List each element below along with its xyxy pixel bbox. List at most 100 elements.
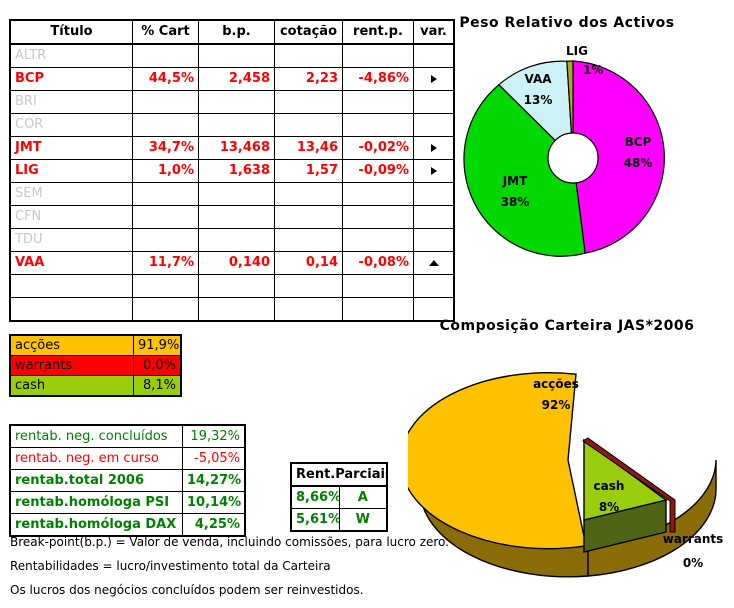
cell-percent-cart[interactable] <box>132 297 199 322</box>
pie-slice-accoes[interactable] <box>408 371 587 550</box>
cell-cotacao[interactable]: 1,57 <box>274 159 343 183</box>
column-header-bp[interactable]: b.p. <box>198 19 275 45</box>
cell-rent-p[interactable]: -4,86% <box>342 67 414 91</box>
cell-percent-cart[interactable] <box>132 182 199 206</box>
cell-symbol[interactable] <box>9 297 133 322</box>
table-row[interactable]: CFN <box>9 205 455 229</box>
column-header-var[interactable]: var. <box>413 19 455 45</box>
cell-break-point[interactable] <box>198 228 275 252</box>
returns-row[interactable]: rentab. neg. concluídos 19,32% <box>9 424 246 448</box>
cell-cotacao[interactable]: 0,14 <box>274 251 343 275</box>
cell-cotacao[interactable] <box>274 297 343 322</box>
holdings-table[interactable]: Título % Cart b.p. cotação rent.p. var. … <box>9 19 455 322</box>
cell-rent-p[interactable] <box>342 90 414 114</box>
column-header-titulo[interactable]: Título <box>9 19 133 45</box>
cell-break-point[interactable] <box>198 182 275 206</box>
cell-var[interactable] <box>413 274 455 298</box>
returns-table[interactable]: rentab. neg. concluídos 19,32% rentab. neg… <box>9 424 246 537</box>
cell-percent-cart[interactable] <box>132 205 199 229</box>
cell-percent-cart[interactable]: 11,7% <box>132 251 199 275</box>
cell-break-point[interactable]: 2,458 <box>198 67 275 91</box>
table-row[interactable]: JMT 34,7% 13,468 13,46 -0,02% <box>9 136 455 160</box>
cell-rent-p[interactable] <box>342 113 414 137</box>
cell-symbol[interactable]: ALTR <box>9 43 133 68</box>
cell-var[interactable] <box>413 205 455 229</box>
cell-percent-cart[interactable]: 1,0% <box>132 159 199 183</box>
composition-row[interactable]: cash 8,1% <box>9 375 182 397</box>
cell-rent-p[interactable] <box>342 274 414 298</box>
pie-slice-warrants[interactable] <box>582 437 676 533</box>
cell-symbol[interactable]: CFN <box>9 205 133 229</box>
cell-var[interactable] <box>413 228 455 252</box>
cell-var[interactable] <box>413 251 455 275</box>
cell-rent-p[interactable] <box>342 43 414 68</box>
cell-var[interactable] <box>413 67 455 91</box>
cell-percent-cart[interactable] <box>132 43 199 68</box>
returns-row[interactable]: rentab.homóloga PSI 10,14% <box>9 491 246 514</box>
cell-rent-p[interactable]: -0,02% <box>342 136 414 160</box>
cell-symbol[interactable] <box>9 274 133 298</box>
cell-break-point[interactable] <box>198 297 275 322</box>
donut-slice-vaa[interactable] <box>498 60 574 160</box>
cell-symbol[interactable]: BRI <box>9 90 133 114</box>
returns-row[interactable]: rentab. neg. em curso -5,05% <box>9 447 246 470</box>
cell-percent-cart[interactable] <box>132 274 199 298</box>
cell-break-point[interactable]: 1,638 <box>198 159 275 183</box>
cell-cotacao[interactable] <box>274 205 343 229</box>
cell-break-point[interactable] <box>198 205 275 229</box>
cell-rent-p[interactable] <box>342 182 414 206</box>
cell-symbol[interactable]: COR <box>9 113 133 137</box>
cell-rent-p[interactable] <box>342 205 414 229</box>
table-row[interactable]: BCP 44,5% 2,458 2,23 -4,86% <box>9 67 455 91</box>
cell-cotacao[interactable] <box>274 228 343 252</box>
cell-symbol[interactable]: VAA <box>9 251 133 275</box>
cell-percent-cart[interactable] <box>132 90 199 114</box>
table-row[interactable]: SEM <box>9 182 455 206</box>
cell-cotacao[interactable] <box>274 90 343 114</box>
table-row[interactable] <box>9 297 455 322</box>
cell-percent-cart[interactable] <box>132 228 199 252</box>
cell-var[interactable] <box>413 159 455 183</box>
arrow-right-icon[interactable] <box>430 167 437 175</box>
cell-symbol[interactable]: TDU <box>9 228 133 252</box>
cell-var[interactable] <box>413 297 455 322</box>
partials-row[interactable]: 5,61% W <box>290 508 388 532</box>
cell-break-point[interactable] <box>198 90 275 114</box>
cell-break-point[interactable] <box>198 274 275 298</box>
arrow-up-icon[interactable] <box>428 260 439 266</box>
table-row[interactable]: LIG 1,0% 1,638 1,57 -0,09% <box>9 159 455 183</box>
cell-cotacao[interactable]: 2,23 <box>274 67 343 91</box>
cell-break-point[interactable] <box>198 43 275 68</box>
arrow-right-icon[interactable] <box>430 144 437 152</box>
cell-rent-p[interactable] <box>342 228 414 252</box>
cell-symbol[interactable]: LIG <box>9 159 133 183</box>
cell-cotacao[interactable] <box>274 274 343 298</box>
cell-break-point[interactable]: 13,468 <box>198 136 275 160</box>
cell-symbol[interactable]: JMT <box>9 136 133 160</box>
composition-summary-table[interactable]: acções 91,9% warrants 0,0% cash 8,1% <box>9 334 182 397</box>
column-header-cart[interactable]: % Cart <box>132 19 199 45</box>
returns-row[interactable]: rentab.homóloga DAX 4,25% <box>9 513 246 537</box>
cell-cotacao[interactable] <box>274 182 343 206</box>
table-row[interactable]: TDU <box>9 228 455 252</box>
table-row[interactable]: ALTR <box>9 43 455 68</box>
composition-row[interactable]: warrants 0,0% <box>9 355 182 376</box>
table-row[interactable]: VAA 11,7% 0,140 0,14 -0,08% <box>9 251 455 275</box>
returns-row[interactable]: rentab.total 2006 14,27% <box>9 469 246 492</box>
table-row[interactable]: BRI <box>9 90 455 114</box>
cell-break-point[interactable] <box>198 113 275 137</box>
cell-cotacao[interactable] <box>274 43 343 68</box>
cell-percent-cart[interactable] <box>132 113 199 137</box>
cell-percent-cart[interactable]: 44,5% <box>132 67 199 91</box>
table-row[interactable] <box>9 274 455 298</box>
donut-slice-bcp[interactable] <box>572 60 665 254</box>
composition-row[interactable]: acções 91,9% <box>9 334 182 356</box>
cell-symbol[interactable]: BCP <box>9 67 133 91</box>
cell-break-point[interactable]: 0,140 <box>198 251 275 275</box>
table-row[interactable]: COR <box>9 113 455 137</box>
donut-slice-jmt[interactable] <box>463 83 586 257</box>
cell-rent-p[interactable]: -0,09% <box>342 159 414 183</box>
partial-returns-table[interactable]: Rent.Parciais 8,66% A 5,61% W <box>290 462 388 532</box>
cell-rent-p[interactable] <box>342 297 414 322</box>
cell-cotacao[interactable] <box>274 113 343 137</box>
